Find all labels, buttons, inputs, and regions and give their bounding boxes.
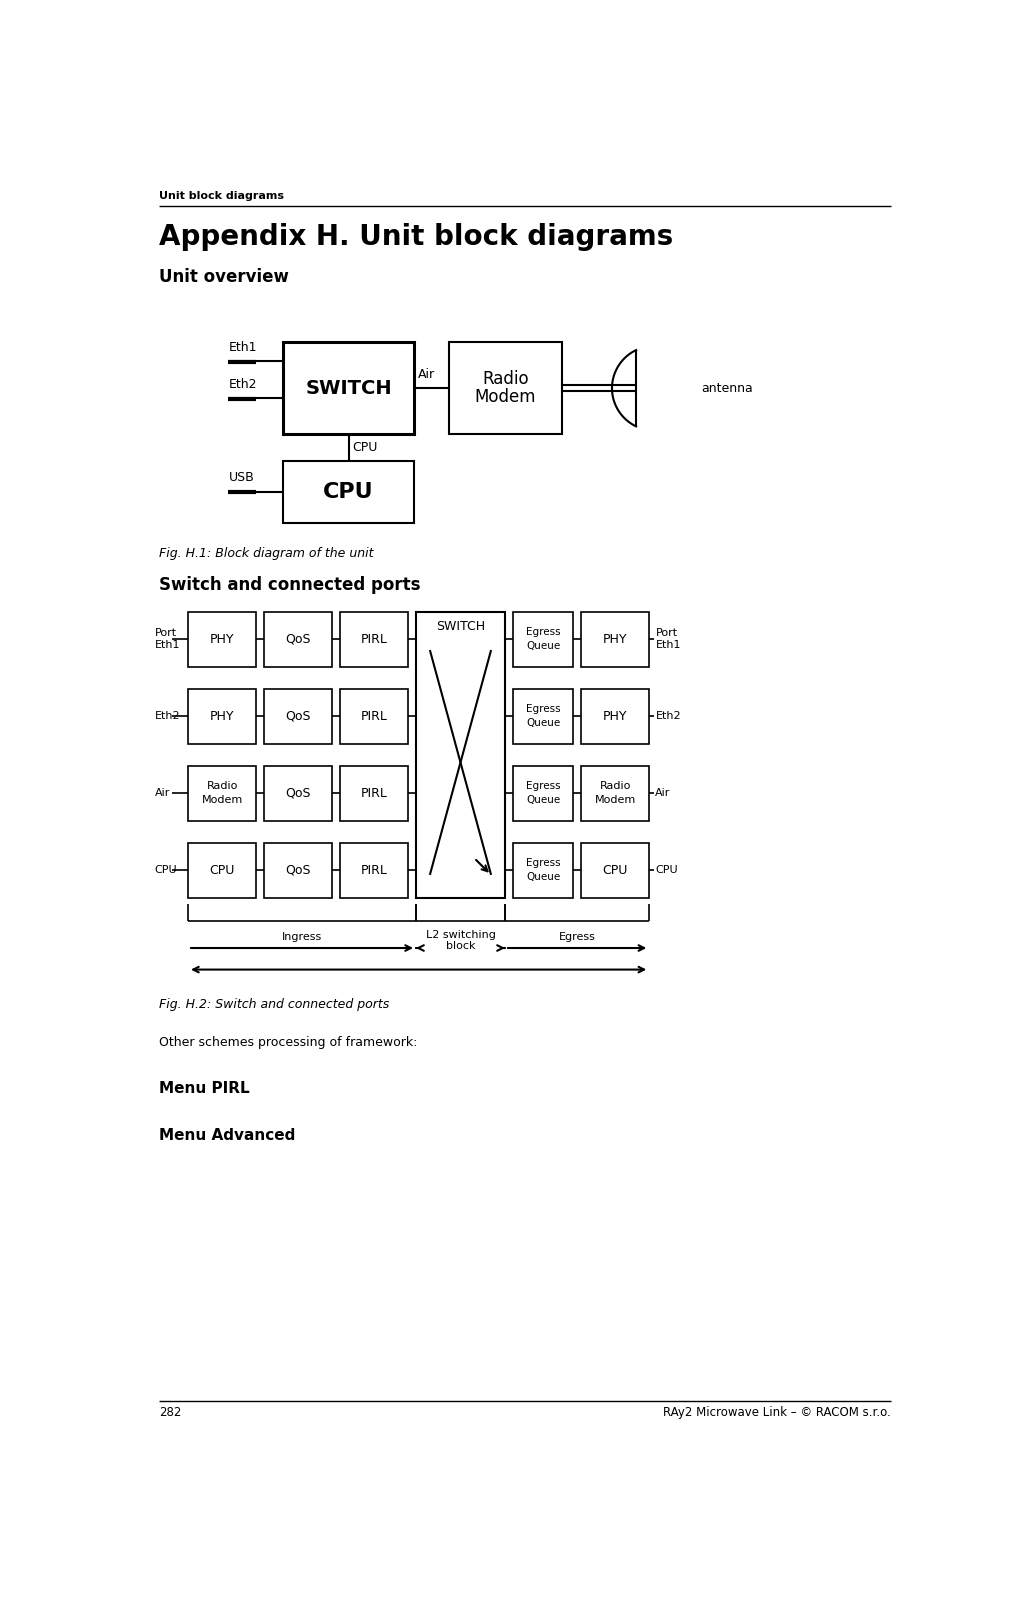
Text: PHY: PHY bbox=[210, 633, 235, 646]
Text: Fig. H.2: Switch and connected ports: Fig. H.2: Switch and connected ports bbox=[158, 998, 389, 1011]
Text: QoS: QoS bbox=[286, 863, 310, 876]
Text: QoS: QoS bbox=[286, 710, 310, 723]
Text: CPU: CPU bbox=[352, 441, 378, 454]
Text: PIRL: PIRL bbox=[360, 633, 388, 646]
Bar bbox=[449, 342, 562, 435]
Bar bbox=[340, 843, 408, 899]
Bar bbox=[340, 611, 408, 667]
Bar bbox=[188, 766, 256, 820]
Text: Modem: Modem bbox=[201, 795, 243, 806]
Bar bbox=[581, 766, 649, 820]
Bar bbox=[340, 689, 408, 744]
Text: PIRL: PIRL bbox=[360, 863, 388, 876]
Text: Queue: Queue bbox=[526, 871, 561, 883]
Text: Eth2: Eth2 bbox=[229, 377, 257, 390]
Bar bbox=[581, 843, 649, 899]
Text: Egress: Egress bbox=[526, 859, 561, 868]
Text: SWITCH: SWITCH bbox=[305, 379, 392, 398]
Text: Menu PIRL: Menu PIRL bbox=[158, 1081, 249, 1097]
Text: PIRL: PIRL bbox=[360, 710, 388, 723]
Text: Eth1: Eth1 bbox=[229, 341, 257, 353]
Bar bbox=[513, 611, 573, 667]
Text: Egress: Egress bbox=[558, 932, 595, 942]
Text: Air: Air bbox=[155, 788, 171, 798]
Bar bbox=[513, 843, 573, 899]
Bar bbox=[264, 611, 332, 667]
Text: Eth1: Eth1 bbox=[155, 641, 181, 651]
Bar bbox=[340, 766, 408, 820]
Text: Menu Advanced: Menu Advanced bbox=[158, 1127, 295, 1143]
Text: Eth2: Eth2 bbox=[155, 712, 181, 721]
Text: Radio: Radio bbox=[599, 782, 631, 792]
Bar bbox=[283, 342, 415, 435]
Text: Ingress: Ingress bbox=[282, 932, 322, 942]
Text: Other schemes processing of framework:: Other schemes processing of framework: bbox=[158, 1036, 417, 1049]
Text: Fig. H.1: Block diagram of the unit: Fig. H.1: Block diagram of the unit bbox=[158, 547, 373, 560]
Text: 282: 282 bbox=[158, 1406, 181, 1418]
Text: Egress: Egress bbox=[526, 704, 561, 715]
Text: Air: Air bbox=[419, 368, 435, 381]
Text: QoS: QoS bbox=[286, 633, 310, 646]
Bar bbox=[416, 611, 505, 899]
Text: CPU: CPU bbox=[602, 863, 628, 876]
Bar bbox=[581, 611, 649, 667]
Text: Unit overview: Unit overview bbox=[158, 267, 289, 286]
Text: PHY: PHY bbox=[602, 633, 627, 646]
Text: SWITCH: SWITCH bbox=[436, 620, 485, 633]
Text: PHY: PHY bbox=[602, 710, 627, 723]
Text: CPU: CPU bbox=[155, 865, 178, 875]
Text: USB: USB bbox=[229, 472, 254, 484]
Bar bbox=[581, 689, 649, 744]
Text: L2 switching
block: L2 switching block bbox=[426, 929, 495, 951]
Text: RAy2 Microwave Link – © RACOM s.r.o.: RAy2 Microwave Link – © RACOM s.r.o. bbox=[664, 1406, 891, 1418]
Bar bbox=[264, 843, 332, 899]
Text: Egress: Egress bbox=[526, 782, 561, 792]
Text: Switch and connected ports: Switch and connected ports bbox=[158, 576, 420, 593]
Bar bbox=[513, 689, 573, 744]
Text: Queue: Queue bbox=[526, 718, 561, 728]
Text: Radio: Radio bbox=[206, 782, 238, 792]
Text: Radio: Radio bbox=[482, 369, 529, 389]
Text: Egress: Egress bbox=[526, 627, 561, 638]
Bar bbox=[188, 689, 256, 744]
Text: CPU: CPU bbox=[655, 865, 678, 875]
Text: Air: Air bbox=[655, 788, 671, 798]
Text: Eth1: Eth1 bbox=[655, 641, 681, 651]
Bar bbox=[264, 689, 332, 744]
Text: PIRL: PIRL bbox=[360, 787, 388, 800]
Text: Unit block diagrams: Unit block diagrams bbox=[158, 192, 284, 201]
Text: Queue: Queue bbox=[526, 641, 561, 651]
Text: Appendix H. Unit block diagrams: Appendix H. Unit block diagrams bbox=[158, 222, 673, 251]
Bar bbox=[188, 843, 256, 899]
Bar bbox=[264, 766, 332, 820]
Text: Modem: Modem bbox=[594, 795, 636, 806]
Bar bbox=[188, 611, 256, 667]
Text: Eth2: Eth2 bbox=[655, 712, 681, 721]
Text: Modem: Modem bbox=[475, 389, 536, 406]
Bar bbox=[513, 766, 573, 820]
Text: Port: Port bbox=[655, 628, 678, 638]
Bar bbox=[283, 462, 415, 523]
Text: CPU: CPU bbox=[324, 483, 374, 502]
Text: antenna: antenna bbox=[701, 382, 752, 395]
Text: CPU: CPU bbox=[209, 863, 235, 876]
Text: Queue: Queue bbox=[526, 795, 561, 806]
Text: Port: Port bbox=[155, 628, 177, 638]
Text: PHY: PHY bbox=[210, 710, 235, 723]
Text: QoS: QoS bbox=[286, 787, 310, 800]
